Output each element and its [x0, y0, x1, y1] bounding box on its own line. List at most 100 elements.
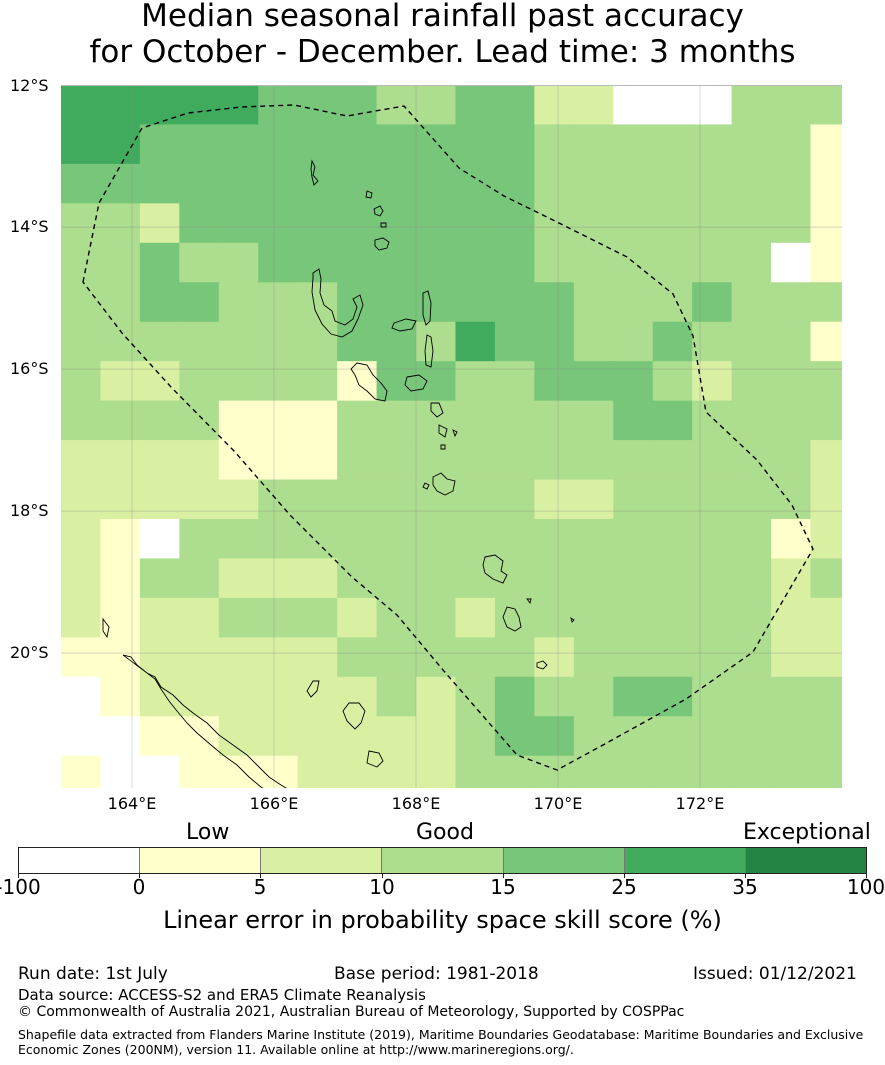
island-ouvea — [306, 680, 320, 698]
skill-cell — [810, 558, 842, 599]
skill-cell — [258, 124, 299, 165]
colorbar-label: Linear error in probability space skill … — [163, 906, 722, 934]
skill-cell — [731, 321, 772, 362]
skill-cell — [416, 124, 457, 165]
skill-cell — [179, 242, 220, 283]
island-ambae — [391, 318, 417, 332]
skill-cell — [179, 400, 220, 441]
skill-cell — [573, 203, 614, 244]
skill-cell — [731, 124, 772, 165]
skill-cell — [455, 282, 496, 323]
skill-cell — [179, 440, 220, 481]
skill-cell — [692, 242, 733, 283]
skill-cell — [179, 124, 220, 165]
skill-cell — [218, 361, 259, 402]
skill-cell — [100, 558, 141, 599]
skill-cell — [416, 716, 457, 757]
skill-cell — [258, 440, 299, 481]
skill-cell — [692, 321, 733, 362]
skill-cell — [613, 203, 654, 244]
skill-cell — [61, 558, 102, 599]
base-period: Base period: 1981-2018 — [334, 964, 539, 984]
skill-cell — [218, 637, 259, 678]
skill-cell — [455, 479, 496, 520]
skill-cell — [218, 242, 259, 283]
skill-cell — [258, 558, 299, 599]
skill-cell — [613, 282, 654, 323]
skill-cell — [810, 676, 842, 717]
skill-cell — [297, 716, 338, 757]
shapefile-credit-line-1: Shapefile data extracted from Flanders M… — [18, 1027, 864, 1042]
island-banks — [365, 190, 387, 228]
skill-cell — [573, 558, 614, 599]
skill-cell — [534, 597, 575, 638]
skill-cell — [100, 518, 141, 560]
skill-cell — [810, 637, 842, 678]
skill-cell — [258, 400, 299, 441]
skill-cell — [416, 597, 457, 638]
skill-cell — [692, 440, 733, 481]
skill-cell — [179, 479, 220, 520]
skill-cell — [416, 321, 457, 362]
skill-cell — [218, 716, 259, 757]
skill-cell — [731, 597, 772, 638]
island-malekula — [350, 362, 388, 402]
skill-cell — [297, 400, 338, 441]
skill-cell — [139, 479, 180, 520]
skill-cell — [100, 203, 141, 244]
skill-cell — [534, 637, 575, 678]
skill-cell — [771, 321, 812, 362]
skill-cell — [652, 282, 693, 323]
colorbar-tick: 100 — [846, 875, 885, 899]
skill-cell — [100, 716, 141, 757]
skill-cell — [179, 321, 220, 362]
skill-cell — [534, 400, 575, 441]
skill-cell — [613, 440, 654, 481]
skill-cell — [297, 755, 338, 788]
skill-cell — [494, 755, 535, 788]
skill-cell — [771, 440, 812, 481]
skill-cell — [416, 637, 457, 678]
skill-cell — [692, 755, 733, 788]
skill-cell — [613, 518, 654, 560]
skill-cell — [61, 282, 102, 323]
colorbar-tick: 25 — [611, 875, 637, 899]
skill-cell — [731, 163, 772, 204]
skill-cell — [337, 755, 378, 788]
skill-cell — [573, 637, 614, 678]
skill-cell — [376, 716, 417, 757]
skill-cell — [455, 203, 496, 244]
skill-cell — [258, 716, 299, 757]
skill-cell — [61, 440, 102, 481]
skill-cell — [534, 676, 575, 717]
skill-cell — [376, 124, 417, 165]
skill-cell — [692, 716, 733, 757]
colorbar-tick-mark — [503, 874, 504, 878]
skill-cell — [416, 242, 457, 283]
skill-cell — [100, 637, 141, 678]
skill-cell — [692, 163, 733, 204]
skill-cell — [376, 163, 417, 204]
skill-cell — [613, 321, 654, 362]
colorbar-tick-mark — [260, 874, 261, 878]
skill-cell — [218, 203, 259, 244]
skill-cell — [731, 282, 772, 323]
skill-cell — [810, 755, 842, 788]
skill-cell — [771, 85, 812, 126]
skill-cell — [139, 518, 180, 560]
skill-cell — [534, 85, 575, 126]
skill-cell — [100, 400, 141, 441]
skill-cell — [613, 361, 654, 402]
skill-cell — [652, 163, 693, 204]
skill-cell — [258, 676, 299, 717]
colorbar-tick: 35 — [732, 875, 758, 899]
skill-cell — [455, 242, 496, 283]
skill-cell — [652, 440, 693, 481]
skill-cell — [810, 321, 842, 362]
skill-cell — [652, 124, 693, 165]
skill-cell — [455, 440, 496, 481]
skill-cell — [61, 479, 102, 520]
skill-cell — [573, 85, 614, 126]
skill-cell — [61, 85, 102, 126]
skill-cell — [613, 163, 654, 204]
